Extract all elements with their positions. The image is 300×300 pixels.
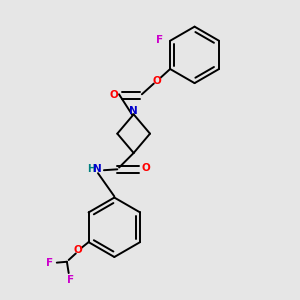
Text: F: F [67,275,74,285]
Text: N: N [129,106,138,116]
Text: F: F [156,34,163,45]
Text: O: O [73,244,82,255]
Text: H: H [87,164,95,174]
Text: O: O [141,164,150,173]
Text: O: O [110,90,118,100]
Text: N: N [93,164,102,174]
Text: F: F [46,258,52,268]
Text: O: O [152,76,161,86]
